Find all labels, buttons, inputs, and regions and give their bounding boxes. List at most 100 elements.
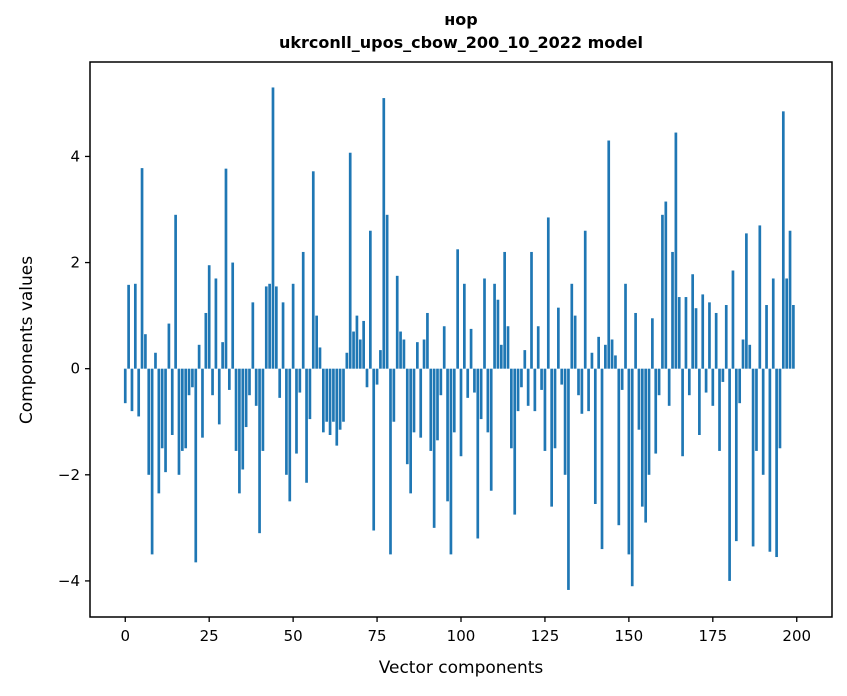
bar [745,233,748,369]
bar [765,305,768,369]
bar [701,294,705,369]
bar [721,368,725,382]
bar [661,214,664,369]
bar [442,326,446,369]
x-tick-label: 125 [531,627,560,645]
bar [144,334,147,369]
bar [325,368,329,422]
bar [741,339,745,369]
bar [382,98,386,369]
bar [426,312,429,369]
bar [251,302,255,369]
x-tick-label: 100 [447,627,476,645]
bar [557,307,560,369]
bar [530,251,533,369]
bar [469,328,473,369]
bar [332,368,335,422]
bar [217,368,221,425]
bar [308,368,312,420]
bar [422,339,426,369]
bar [278,368,282,398]
bar [197,344,201,369]
bar [607,140,611,369]
bar [221,342,224,369]
bar [275,286,278,369]
bar [624,283,627,369]
x-tick-label: 175 [698,627,727,645]
bar [298,368,302,393]
bar [590,352,594,369]
bar [667,368,671,406]
bar [674,132,678,369]
bar [610,339,614,369]
bar [174,214,177,369]
y-tick-label: −2 [58,466,80,484]
bar [452,368,456,433]
bar [748,344,752,369]
bar [315,315,318,369]
bar [335,368,339,446]
bar [654,368,658,454]
bar [133,283,137,369]
bar [630,368,634,587]
bar [318,347,322,369]
bar [597,336,600,369]
bar [170,368,174,435]
bar [627,368,631,555]
bar [523,350,527,369]
bar [476,368,480,539]
bar [248,368,251,396]
bar [486,368,490,433]
bar [191,368,194,388]
bar [684,297,688,369]
bar [546,217,550,369]
bar [187,368,191,396]
bar [285,368,288,475]
bar [355,315,359,369]
y-tick-label: 0 [70,360,80,378]
bar [369,230,372,369]
bar [311,171,315,369]
bar [513,368,517,515]
bar [372,368,376,531]
bar [533,368,537,412]
bar [207,265,211,369]
x-tick-label: 0 [120,627,130,645]
bar [328,368,332,435]
bar [664,201,668,369]
bar [412,368,416,433]
bar [301,251,305,369]
bar [600,368,604,550]
y-axis-label: Components values [17,255,37,425]
bar [123,368,127,404]
bar [788,230,792,369]
bar [718,368,721,451]
bar [358,339,362,369]
axes-frame [89,61,833,618]
bar [137,368,141,417]
bar [345,352,349,369]
bar [295,368,298,454]
bar [583,230,587,369]
bar [254,368,258,406]
bar [792,305,795,369]
bar [704,368,708,393]
bar [227,368,231,390]
bar [620,368,624,390]
bar [449,368,453,555]
bar [342,368,345,422]
bar [224,168,228,369]
bar [540,368,543,390]
bar [140,168,144,369]
bar [503,251,506,369]
bar [459,368,463,457]
bar [264,286,268,369]
bar [694,308,698,369]
bar [677,297,681,369]
bar [698,368,701,435]
bar [167,323,171,369]
bar [738,368,742,404]
bar [637,368,641,430]
bar [154,352,157,369]
